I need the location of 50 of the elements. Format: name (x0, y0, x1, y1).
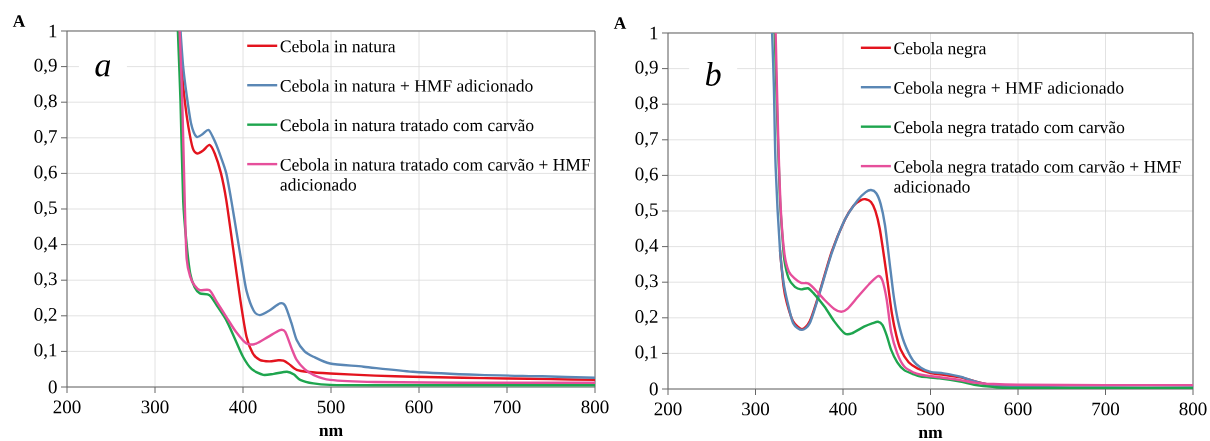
legend-label: Cebola negra tratado com carvão (894, 120, 1125, 137)
y-tick-label: 0,8 (635, 96, 658, 112)
legend-label: Cebola in natura tratado com carvão + HMF adicionado (280, 158, 590, 191)
x-tick-label: 800 (1179, 402, 1207, 416)
y-tick-label: 0,4 (635, 238, 659, 255)
y-tick-label: 1 (650, 26, 658, 40)
x-tick-label: 400 (829, 402, 857, 416)
y-tick-label: 0,6 (635, 167, 658, 184)
y-tick-label: 0 (48, 380, 57, 394)
y-tick-label: 0 (649, 382, 658, 396)
legend-label: Cebola negra + HMF adicionado (894, 81, 1124, 98)
y-tick-label: 1 (49, 24, 57, 38)
x-axis-title: nm (319, 427, 343, 437)
y-tick-label: 0,1 (635, 345, 658, 362)
y-tick-label: 0,6 (34, 165, 57, 182)
x-tick-label: 500 (317, 400, 345, 414)
legend-label: Cebola negra tratado com carvão + HMF adicionado (894, 160, 1181, 193)
y-tick-label: 0,5 (34, 201, 57, 217)
y-axis-title: A (613, 17, 627, 29)
y-tick-label: 0,3 (635, 274, 658, 290)
x-tick-label: 300 (141, 400, 169, 414)
x-tick-label: 600 (405, 400, 433, 414)
y-tick-label: 0,9 (34, 58, 57, 75)
legend-label: Cebola in natura (280, 40, 396, 53)
x-axis-title: nm (918, 429, 943, 439)
y-tick-label: 0,7 (635, 132, 658, 148)
y-tick-label: 0,2 (34, 308, 57, 324)
x-tick-label: 700 (494, 400, 521, 414)
annotation: a (95, 60, 111, 77)
x-tick-label: 600 (1004, 402, 1032, 416)
x-tick-label: 800 (581, 400, 609, 414)
y-tick-label: 0,8 (34, 94, 57, 110)
x-tick-label: 500 (917, 402, 945, 416)
x-tick-label: 300 (742, 402, 770, 416)
y-tick-label: 0,7 (34, 130, 57, 146)
y-tick-label: 0,5 (635, 203, 658, 219)
x-tick-label: 200 (53, 400, 81, 414)
annotation: b (705, 61, 721, 86)
x-tick-label: 400 (229, 400, 257, 414)
x-tick-label: 700 (1092, 402, 1120, 416)
y-tick-label: 0,4 (34, 236, 58, 253)
y-tick-label: 0,9 (635, 60, 658, 77)
x-tick-label: 200 (654, 402, 682, 416)
y-axis-title: A (12, 15, 26, 27)
y-tick-label: 0,2 (635, 310, 658, 326)
y-tick-label: 0,1 (34, 343, 57, 360)
y-tick-label: 0,3 (34, 272, 57, 288)
legend-label: Cebola negra (894, 42, 987, 58)
legend-label: Cebola in natura + HMF adicionado (280, 79, 533, 92)
legend-label: Cebola in natura tratado com carvão (280, 118, 534, 132)
